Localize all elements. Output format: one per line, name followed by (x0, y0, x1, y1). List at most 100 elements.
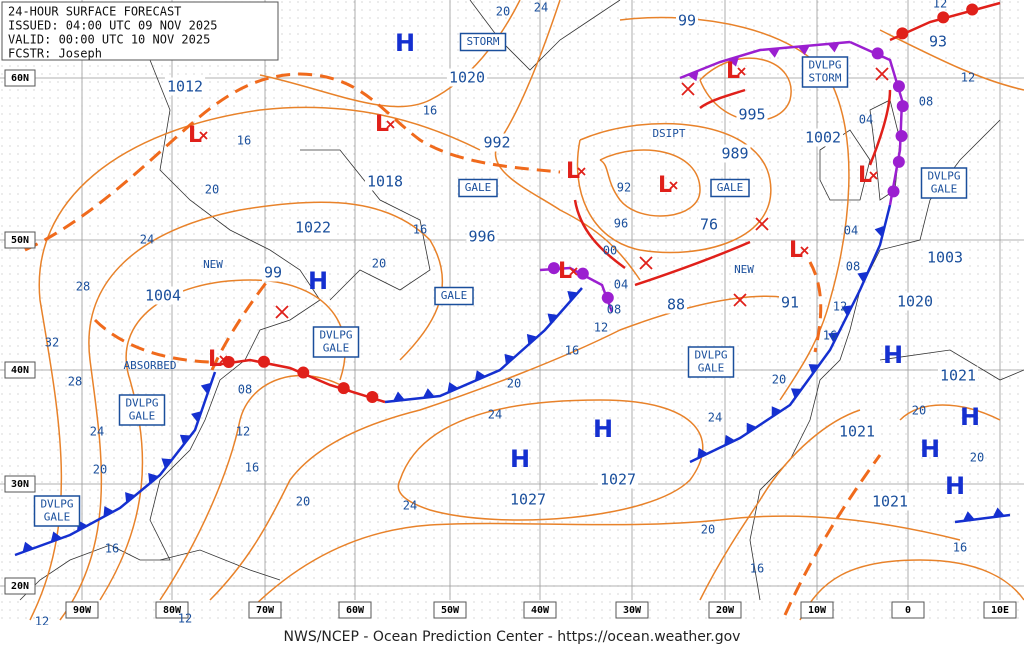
pressure-label: 76 (700, 216, 718, 234)
warning-text: GALE (698, 362, 725, 375)
front-symbol (797, 45, 810, 56)
lon-label-box (433, 601, 467, 619)
lat-label-box (4, 231, 36, 249)
low-x (669, 181, 678, 190)
pressure-label-bg (675, 11, 699, 30)
pressure-label-bg (446, 68, 488, 87)
pressure-label: 1022 (295, 219, 331, 237)
pressure-label-bg (924, 248, 966, 267)
low-x (219, 355, 228, 364)
front-symbol (937, 11, 950, 24)
pressure-label: 989 (721, 145, 748, 163)
front-symbol (297, 366, 310, 379)
note: ABSORBED (124, 359, 177, 372)
low-center: L (188, 123, 202, 148)
header-line: FCSTR: Joseph (8, 47, 102, 61)
front-symbol (724, 434, 736, 446)
forecast-positions (275, 67, 889, 319)
lat-label-box (4, 69, 36, 87)
isobar-label: 20 (772, 373, 786, 387)
high-center: H (883, 341, 903, 369)
isobar-label: 92 (617, 181, 631, 195)
isobar-label: 20 (912, 404, 926, 418)
lon-label-box (800, 601, 834, 619)
lon-label-box (708, 601, 742, 619)
pressure-label-bg (697, 215, 721, 234)
lat-label: 60N (11, 73, 29, 84)
front-symbol (547, 262, 560, 275)
pressure-label: 1020 (897, 293, 933, 311)
isobar-label: 24 (140, 233, 154, 247)
low-x (199, 131, 208, 140)
warning-text: GALE (129, 410, 156, 423)
pressure-label: 1003 (927, 249, 963, 267)
front-symbol (992, 507, 1005, 518)
front-symbol (474, 370, 486, 381)
low-x (569, 267, 578, 276)
pressure-label: 1002 (805, 129, 841, 147)
pressure-label-bg (664, 295, 688, 314)
pressure-label: 1021 (940, 367, 976, 385)
warning-text: DVLPG (927, 170, 960, 183)
isobar-label: 16 (245, 461, 259, 475)
front-symbol (567, 291, 579, 302)
warning-box (687, 346, 735, 378)
front-symbol (962, 511, 975, 521)
lon-label: 10E (991, 605, 1009, 616)
pressure-label: 1027 (600, 471, 636, 489)
high-center: H (593, 415, 613, 443)
front-line (679, 40, 851, 80)
isobar-label: 28 (76, 280, 90, 294)
pressure-label-bg (802, 128, 844, 147)
pressure-label: 1020 (449, 69, 485, 87)
pressure-label-bg (736, 105, 768, 124)
low-center: L (375, 112, 389, 137)
front-symbol (179, 434, 191, 446)
low-x (869, 171, 878, 180)
isobar-label: 20 (205, 183, 219, 197)
isobar-label: 20 (701, 523, 715, 537)
front-symbol (874, 225, 885, 238)
front-symbol (841, 305, 853, 317)
pressure-label-bg (364, 172, 406, 191)
pressure-label-bg (836, 422, 878, 441)
fronts (14, 1, 1011, 557)
pressure-label-bg (142, 286, 184, 305)
front-symbol (828, 332, 839, 343)
lon-label: 70W (256, 605, 275, 616)
front-symbol (746, 422, 757, 434)
warning-box (33, 495, 81, 527)
low-center: L (726, 59, 740, 84)
isobar-label: 12 (594, 321, 608, 335)
front-symbol (103, 506, 114, 517)
high-center: H (920, 435, 940, 463)
warning-text: DVLPG (125, 397, 158, 410)
front-symbol (50, 531, 62, 543)
isobar-label: 20 (970, 451, 984, 465)
isobar-label: 16 (565, 344, 579, 358)
isobar-label: 04 (844, 224, 858, 238)
isobar-label: 16 (750, 562, 764, 576)
front-symbol (576, 267, 589, 280)
front-symbol (504, 353, 515, 365)
low-center: L (789, 238, 803, 263)
low-center: L (858, 163, 872, 188)
lon-label-box (523, 601, 557, 619)
front-symbol (526, 334, 538, 345)
isobar-label: 12 (933, 0, 947, 11)
front-symbol (547, 313, 559, 324)
front-symbol (892, 155, 905, 168)
arrows (573, 88, 892, 287)
header-box (1, 1, 279, 61)
isobar-label: 00 (603, 244, 617, 258)
header-line: 24-HOUR SURFACE FORECAST (8, 5, 181, 19)
lat-label-box (4, 475, 36, 493)
front-symbol (895, 130, 908, 143)
pressure-label: 996 (468, 228, 495, 246)
isobar-label: 08 (919, 95, 933, 109)
lon-label-box (248, 601, 282, 619)
isobar-label: 96 (614, 217, 628, 231)
front-symbol (687, 70, 699, 82)
warning-box (118, 394, 166, 426)
